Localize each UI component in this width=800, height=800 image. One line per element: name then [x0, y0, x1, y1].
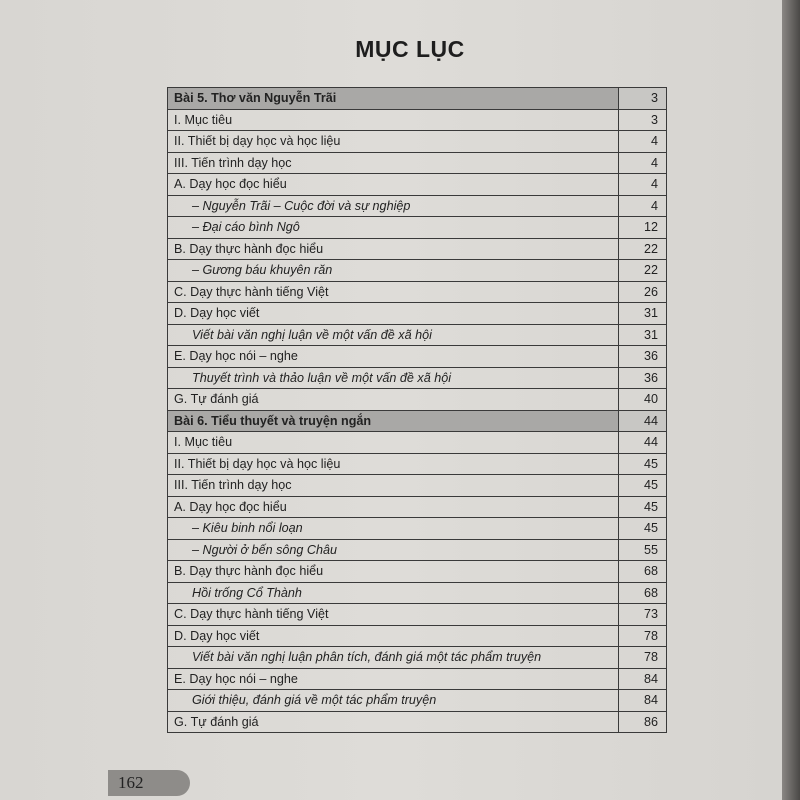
toc-entry-page: 31	[618, 323, 667, 346]
toc-entry-label: I. Mục tiêu	[167, 431, 619, 454]
toc-row: II. Thiết bị dạy học và học liệu 4	[167, 130, 667, 153]
toc-entry-page: 44	[618, 409, 667, 432]
toc-entry-page: 36	[618, 366, 667, 389]
toc-entry-page: 4	[618, 173, 667, 196]
toc-entry-page: 3	[618, 108, 667, 131]
toc-row: – Gương báu khuyên răn 22	[167, 259, 667, 282]
toc-entry-page: 22	[618, 237, 667, 260]
toc-row: C. Dạy thực hành tiếng Việt 26	[167, 280, 667, 303]
toc-entry-label: Giới thiệu, đánh giá về một tác phẩm tru…	[167, 689, 619, 712]
toc-row: G. Tự đánh giá 40	[167, 388, 667, 411]
toc-entry-label: B. Dạy thực hành đọc hiểu	[167, 237, 619, 260]
toc-row: – Đại cáo bình Ngô 12	[167, 216, 667, 239]
toc-entry-label: – Kiêu binh nổi loạn	[167, 517, 619, 540]
toc-entry-page: 12	[618, 216, 667, 239]
toc-entry-label: III. Tiến trình dạy học	[167, 474, 619, 497]
toc-entry-label: A. Dạy học đọc hiểu	[167, 173, 619, 196]
toc-entry-page: 36	[618, 345, 667, 368]
toc-entry-label: Bài 6. Tiểu thuyết và truyện ngắn	[167, 409, 619, 432]
toc-entry-label: I. Mục tiêu	[167, 108, 619, 131]
toc-entry-label: Thuyết trình và thảo luận về một vấn đề …	[167, 366, 619, 389]
toc-row: III. Tiến trình dạy học 4	[167, 151, 667, 174]
toc-entry-page: 45	[618, 452, 667, 475]
toc-entry-page: 4	[618, 194, 667, 217]
toc-entry-page: 73	[618, 603, 667, 626]
toc-entry-label: Hồi trống Cổ Thành	[167, 581, 619, 604]
book-edge	[782, 0, 800, 800]
toc-row: Viết bài văn nghị luận phân tích, đánh g…	[167, 646, 667, 669]
toc-entry-label: – Đại cáo bình Ngô	[167, 216, 619, 239]
toc-entry-label: A. Dạy học đọc hiểu	[167, 495, 619, 518]
toc-entry-label: III. Tiến trình dạy học	[167, 151, 619, 174]
toc-row: Thuyết trình và thảo luận về một vấn đề …	[167, 366, 667, 389]
toc-entry-page: 84	[618, 667, 667, 690]
toc-entry-label: D. Dạy học viết	[167, 624, 619, 647]
toc-entry-page: 3	[618, 87, 667, 110]
toc-entry-page: 86	[618, 710, 667, 733]
toc-entry-page: 68	[618, 560, 667, 583]
toc-row: D. Dạy học viết 31	[167, 302, 667, 325]
toc-entry-page: 31	[618, 302, 667, 325]
toc-entry-page: 78	[618, 646, 667, 669]
toc-entry-page: 44	[618, 431, 667, 454]
toc-lesson-row: Bài 5. Thơ văn Nguyễn Trãi 3	[167, 87, 667, 110]
toc-row: C. Dạy thực hành tiếng Việt 73	[167, 603, 667, 626]
toc-row: III. Tiến trình dạy học 45	[167, 474, 667, 497]
toc-entry-page: 22	[618, 259, 667, 282]
toc-entry-page: 68	[618, 581, 667, 604]
book-page: MỤC LỤC Bài 5. Thơ văn Nguyễn Trãi 3 I. Mụ…	[0, 0, 782, 800]
toc-entry-label: B. Dạy thực hành đọc hiểu	[167, 560, 619, 583]
toc-entry-label: Bài 5. Thơ văn Nguyễn Trãi	[167, 87, 619, 110]
toc-row: – Nguyễn Trãi – Cuộc đời và sự nghiệp 4	[167, 194, 667, 217]
toc-row: D. Dạy học viết 78	[167, 624, 667, 647]
toc-row: E. Dạy học nói – nghe 36	[167, 345, 667, 368]
toc-entry-label: G. Tự đánh giá	[167, 710, 619, 733]
toc-row: E. Dạy học nói – nghe 84	[167, 667, 667, 690]
toc-entry-label: Viết bài văn nghị luận về một vấn đề xã …	[167, 323, 619, 346]
toc-entry-label: C. Dạy thực hành tiếng Việt	[167, 280, 619, 303]
toc-lesson-row: Bài 6. Tiểu thuyết và truyện ngắn 44	[167, 409, 667, 432]
toc-row: A. Dạy học đọc hiểu 45	[167, 495, 667, 518]
toc-row: G. Tự đánh giá 86	[167, 710, 667, 733]
toc-entry-label: II. Thiết bị dạy học và học liệu	[167, 452, 619, 475]
toc-entry-label: – Người ở bến sông Châu	[167, 538, 619, 561]
toc-entry-label: II. Thiết bị dạy học và học liệu	[167, 130, 619, 153]
toc-entry-label: C. Dạy thực hành tiếng Việt	[167, 603, 619, 626]
table-of-contents: Bài 5. Thơ văn Nguyễn Trãi 3 I. Mục tiêu 3 I…	[167, 87, 667, 733]
toc-entry-page: 84	[618, 689, 667, 712]
toc-entry-page: 40	[618, 388, 667, 411]
toc-entry-page: 78	[618, 624, 667, 647]
toc-row: – Kiêu binh nổi loạn 45	[167, 517, 667, 540]
toc-entry-page: 45	[618, 517, 667, 540]
toc-row: B. Dạy thực hành đọc hiểu 68	[167, 560, 667, 583]
toc-entry-page: 45	[618, 495, 667, 518]
toc-entry-label: G. Tự đánh giá	[167, 388, 619, 411]
toc-row: I. Mục tiêu 44	[167, 431, 667, 454]
page-title: MỤC LỤC	[355, 36, 465, 62]
toc-entry-label: E. Dạy học nói – nghe	[167, 667, 619, 690]
toc-entry-label: – Gương báu khuyên răn	[167, 259, 619, 282]
toc-entry-label: – Nguyễn Trãi – Cuộc đời và sự nghiệp	[167, 194, 619, 217]
toc-entry-page: 4	[618, 151, 667, 174]
page-number: 162	[118, 773, 144, 792]
toc-row: – Người ở bến sông Châu 55	[167, 538, 667, 561]
toc-row: II. Thiết bị dạy học và học liệu 45	[167, 452, 667, 475]
toc-row: Giới thiệu, đánh giá về một tác phẩm tru…	[167, 689, 667, 712]
toc-entry-label: E. Dạy học nói – nghe	[167, 345, 619, 368]
toc-entry-page: 26	[618, 280, 667, 303]
toc-entry-page: 55	[618, 538, 667, 561]
page-number-tab: 162	[108, 770, 190, 796]
toc-row: B. Dạy thực hành đọc hiểu 22	[167, 237, 667, 260]
toc-entry-label: Viết bài văn nghị luận phân tích, đánh g…	[167, 646, 619, 669]
toc-entry-label: D. Dạy học viết	[167, 302, 619, 325]
toc-entry-page: 45	[618, 474, 667, 497]
toc-row: I. Mục tiêu 3	[167, 108, 667, 131]
toc-row: Hồi trống Cổ Thành 68	[167, 581, 667, 604]
toc-entry-page: 4	[618, 130, 667, 153]
toc-row: Viết bài văn nghị luận về một vấn đề xã …	[167, 323, 667, 346]
toc-row: A. Dạy học đọc hiểu 4	[167, 173, 667, 196]
